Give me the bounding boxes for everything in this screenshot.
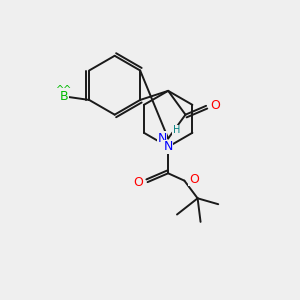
Text: N: N: [164, 140, 173, 153]
Text: O: O: [189, 173, 199, 186]
Text: N: N: [157, 132, 167, 145]
Text: ^^: ^^: [56, 85, 72, 94]
Text: O: O: [133, 176, 143, 189]
Text: H: H: [172, 125, 180, 135]
Text: B: B: [60, 91, 68, 103]
Text: O: O: [211, 99, 220, 112]
